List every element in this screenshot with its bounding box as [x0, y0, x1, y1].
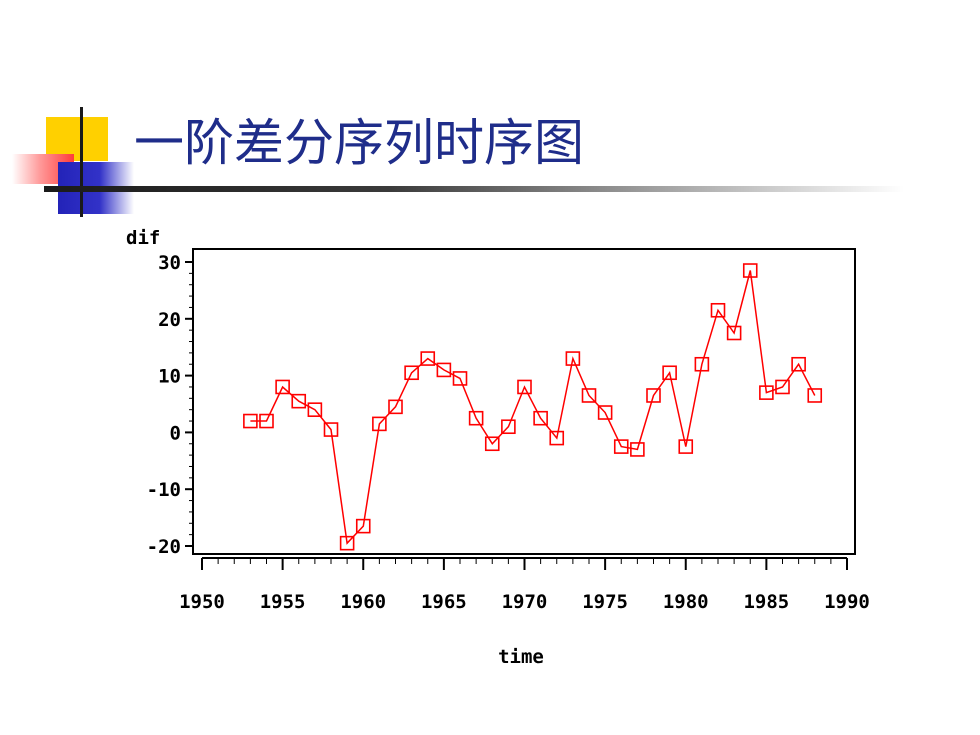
data-point-marker [404, 365, 419, 381]
data-point-marker [726, 325, 742, 341]
data-point-marker [565, 351, 581, 366]
x-axis: 1950 1955 1960 1965 1970 1975 1980 1985 1990 [179, 557, 870, 613]
data-point-marker [291, 393, 307, 409]
data-point-marker [678, 439, 694, 454]
y-tick-label: 30 [158, 252, 181, 274]
data-point-marker [501, 419, 516, 435]
data-point-marker [533, 410, 548, 426]
series-markers [243, 263, 823, 551]
y-tick-label: 0 [170, 422, 181, 444]
slide-title: 一阶差分序列时序图 [134, 114, 584, 172]
data-point-marker [549, 430, 565, 446]
x-tick-label: 1950 [179, 591, 225, 613]
data-point-marker [484, 436, 500, 452]
data-point-marker [613, 439, 629, 454]
data-point-marker [243, 413, 258, 429]
y-tick-label: -20 [147, 536, 181, 558]
y-axis-title: dif [126, 227, 160, 249]
x-axis-title: time [498, 646, 544, 668]
data-point-marker [372, 416, 387, 432]
data-point-marker [355, 518, 371, 534]
y-tick-label: 20 [158, 309, 181, 331]
data-point-marker [630, 442, 645, 457]
data-point-marker [452, 371, 468, 386]
y-tick-label: -10 [147, 479, 181, 501]
x-tick-label: 1955 [260, 591, 306, 613]
data-point-marker [275, 379, 290, 395]
x-tick-label: 1990 [824, 591, 870, 613]
title-underline [44, 186, 904, 192]
data-point-marker [388, 399, 403, 415]
data-point-marker [581, 388, 597, 403]
data-point-marker [759, 385, 774, 400]
data-point-marker [597, 405, 613, 420]
x-tick-label: 1960 [340, 591, 386, 613]
decoration-yellow-square [46, 117, 108, 161]
data-point-marker [775, 379, 790, 395]
decoration-vertical-line [80, 107, 83, 217]
y-axis: 30 20 10 0 -10 -20 [147, 252, 193, 558]
data-point-marker [420, 351, 436, 366]
data-point-marker [791, 356, 806, 372]
x-tick-label: 1970 [502, 591, 548, 613]
data-point-marker [468, 410, 484, 426]
data-point-marker [646, 388, 661, 403]
data-point-marker [259, 413, 274, 429]
x-tick-label: 1975 [582, 591, 628, 613]
data-point-marker [662, 365, 677, 381]
y-tick-label: 10 [158, 366, 181, 388]
data-point-marker [307, 402, 323, 417]
data-point-marker [339, 535, 355, 551]
data-point-marker [694, 356, 710, 372]
x-tick-label: 1980 [663, 591, 709, 613]
plot-frame [192, 248, 856, 555]
data-point-marker [710, 302, 726, 318]
x-tick-label: 1985 [743, 591, 789, 613]
series-line [250, 270, 816, 545]
data-point-marker [742, 263, 758, 278]
data-point-marker [436, 362, 452, 378]
x-tick-label: 1965 [421, 591, 467, 613]
data-point-marker [807, 388, 823, 403]
data-point-marker [517, 379, 532, 395]
data-point-marker [323, 422, 339, 437]
